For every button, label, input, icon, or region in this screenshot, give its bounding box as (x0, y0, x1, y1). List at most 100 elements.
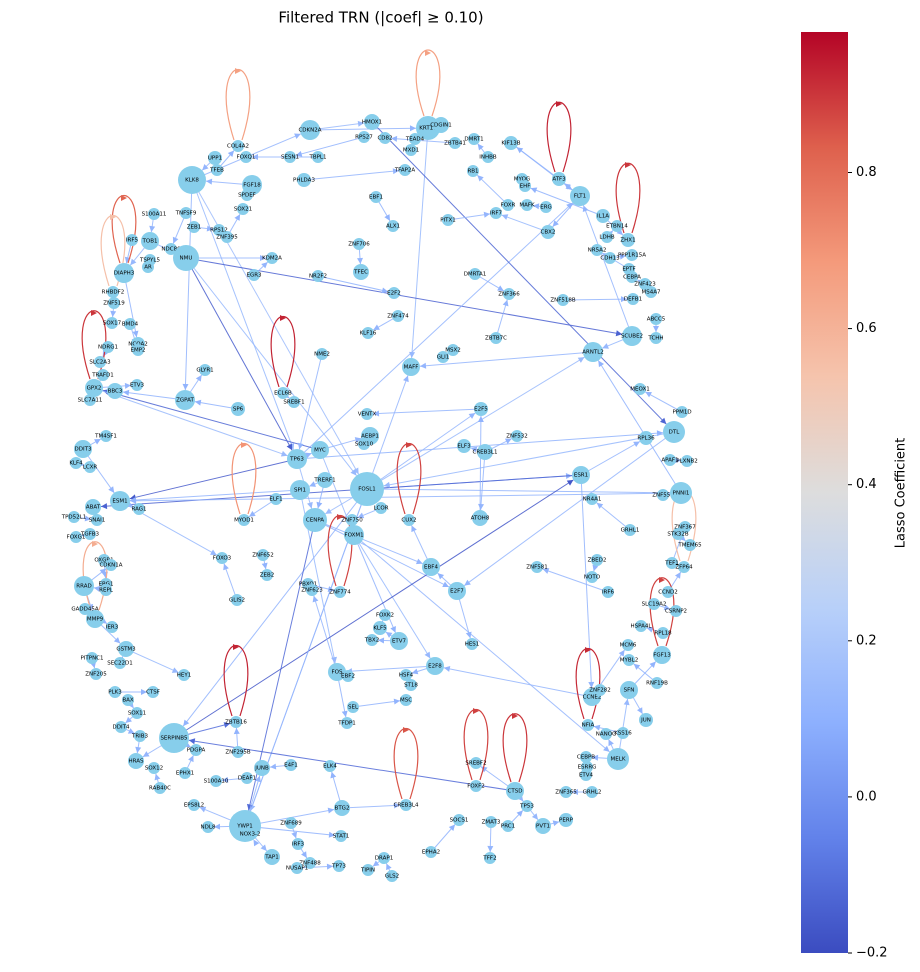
node (390, 632, 408, 650)
node (370, 191, 382, 203)
node-label: TCHH (647, 336, 663, 342)
arrowhead (130, 258, 137, 266)
node (232, 140, 244, 152)
edge (371, 121, 667, 425)
node (474, 402, 488, 416)
arrowhead (327, 586, 335, 592)
node-label: ATF3 (552, 177, 566, 183)
edge (597, 360, 682, 494)
node (237, 203, 249, 215)
arrowhead (372, 860, 380, 867)
node (626, 271, 638, 283)
node-label: ZNF774 (329, 590, 351, 596)
node-label: RPS12 (210, 228, 228, 234)
node (362, 864, 374, 876)
node (622, 326, 642, 346)
arrowhead (572, 789, 578, 795)
node-label: ZNF423 (634, 282, 656, 288)
node-label: NR2F2 (309, 274, 327, 280)
node-label: IL1A (597, 214, 609, 220)
node (210, 775, 222, 787)
node-label: FOXG1 (67, 535, 86, 541)
node-label: NANOG (596, 732, 617, 738)
node (670, 605, 682, 617)
node (344, 525, 364, 545)
arrowhead (202, 164, 209, 171)
edges (73, 49, 697, 877)
arrowhead (659, 417, 667, 425)
arrowhead (393, 698, 401, 705)
arrowhead (373, 324, 380, 331)
node-label: SFN (624, 688, 635, 694)
node-label: ZNF474 (387, 314, 409, 320)
arrowhead (312, 595, 319, 603)
node (560, 786, 572, 798)
node (468, 133, 480, 145)
node-label: ZNF750 (341, 518, 363, 524)
arrowhead (625, 162, 631, 168)
node-label: S100A10 (204, 779, 229, 785)
arrowhead (297, 442, 304, 450)
node (110, 491, 130, 511)
node-label: SCUBE2 (621, 334, 643, 340)
edge (353, 534, 610, 753)
arrowhead (183, 719, 190, 727)
node-label: ZFP64 (675, 565, 693, 571)
node-label: SPI1 (294, 488, 306, 494)
node (639, 713, 653, 727)
node (364, 114, 380, 130)
node-label: ABAT (86, 505, 101, 511)
node (154, 782, 166, 794)
node (124, 318, 136, 330)
node-label: CDGIN1 (430, 123, 452, 129)
node (115, 721, 127, 733)
node (657, 489, 669, 501)
node-label: ZNF365 (555, 790, 577, 796)
node-label: AR (144, 265, 152, 271)
node-label: CREB3L1 (473, 450, 498, 456)
node-label: PLXNB2 (676, 459, 698, 465)
arrowhead (108, 486, 115, 493)
node-label: JUNB (254, 766, 269, 772)
node-label: KLF5 (373, 626, 387, 632)
node (107, 383, 123, 399)
arrowhead (602, 343, 609, 349)
edge (185, 257, 623, 335)
node-label: ZBTB41 (444, 141, 466, 147)
node-label: ZNF581 (526, 565, 548, 571)
arrowhead (316, 501, 323, 509)
node (179, 767, 191, 779)
edge (188, 739, 516, 792)
node (231, 594, 243, 606)
node (601, 231, 613, 243)
node-label: TRIB3 (131, 734, 149, 740)
node-label: SESN1 (281, 155, 299, 161)
node (399, 164, 411, 176)
node-label: ATOH8 (471, 516, 490, 522)
node-label: ZBTB16 (225, 720, 247, 726)
arrowhead (234, 214, 241, 221)
edge (583, 205, 633, 337)
node-label: NR4A1 (583, 497, 602, 503)
node-label: EGR3 (246, 273, 262, 279)
node-label: ECL6B (274, 391, 292, 397)
node-label: UPP1 (208, 156, 222, 162)
arrowhead (477, 415, 484, 423)
edge (100, 474, 582, 507)
arrowhead (403, 727, 409, 733)
node (521, 199, 533, 211)
node-label: TGFB3 (80, 532, 100, 538)
node (557, 294, 569, 306)
node-label: ZNF395 (216, 235, 238, 241)
node-label: TFAP2A (394, 168, 416, 174)
node-label: DEFB1 (624, 297, 642, 303)
arrowhead (252, 154, 258, 160)
node (681, 455, 693, 467)
arrowhead (261, 562, 268, 570)
node (188, 799, 200, 811)
arrowhead (372, 410, 380, 417)
edge (314, 519, 423, 565)
arrowhead (532, 203, 540, 210)
node-label: IER3 (106, 625, 119, 631)
arrowhead (357, 512, 365, 519)
